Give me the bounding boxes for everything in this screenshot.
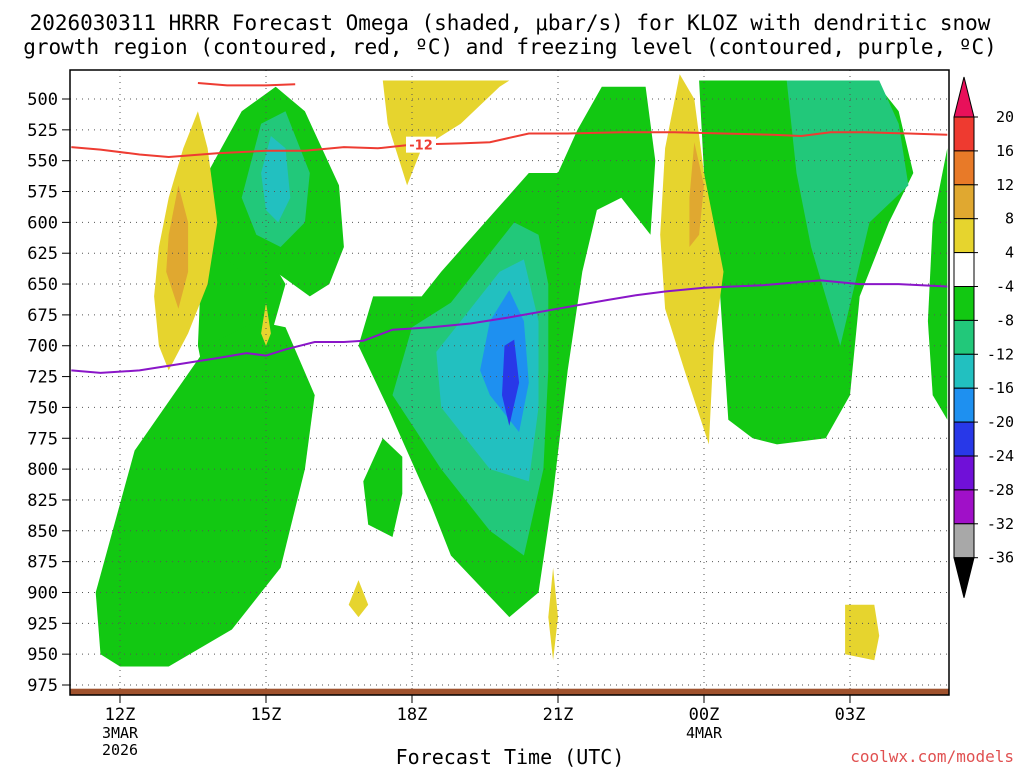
x-tick-label-18Z: 18Z — [397, 705, 428, 725]
colorbar-label-8: -16 — [987, 379, 1014, 397]
omega-positive-region-6 — [660, 74, 724, 445]
dgz-contour-label: -12 — [409, 139, 433, 154]
omega-shading-layer — [95, 74, 948, 667]
omega-region-1 — [95, 321, 315, 667]
colorbar-label-4: 4 — [1005, 244, 1014, 262]
plot-frame — [69, 69, 950, 696]
y-tick-label-800: 800 — [27, 460, 58, 480]
omega-positive-region-7 — [689, 142, 704, 247]
x-tick-label-21Z: 21Z — [543, 705, 574, 725]
x-tick-label-03Z: 03Z — [835, 705, 866, 725]
y-tick-label-650: 650 — [27, 275, 58, 295]
y-tick-label-625: 625 — [27, 244, 58, 264]
y-tick-label-725: 725 — [27, 368, 58, 388]
colorbar-swatch-13 — [953, 523, 975, 559]
omega-positive-region-1 — [166, 185, 189, 309]
grid-lines — [70, 70, 949, 695]
y-tick-label-775: 775 — [27, 429, 58, 449]
y-tick-label-575: 575 — [27, 183, 58, 203]
y-tick-label-550: 550 — [27, 152, 58, 172]
y-tick-label-700: 700 — [27, 337, 58, 357]
omega-positive-region-8 — [845, 604, 880, 661]
dgz-top-contour — [197, 82, 296, 87]
credit-link[interactable]: coolwx.com/models — [850, 747, 1014, 766]
colorbar-swatch-12 — [953, 489, 975, 525]
x-tick-label-15Z: 15Z — [251, 705, 282, 725]
colorbar-label-10: -24 — [987, 447, 1014, 465]
colorbar-top-arrow — [953, 76, 975, 118]
chart-title-line2: growth region (contoured, red, ºC) and f… — [23, 35, 997, 59]
y-tick-label-500: 500 — [27, 90, 58, 110]
y-tick-label-875: 875 — [27, 553, 58, 573]
colorbar-label-13: -36 — [987, 549, 1014, 567]
omega-region-13 — [927, 148, 948, 420]
colorbar-swatch-2 — [953, 150, 975, 186]
omega-region-10 — [502, 339, 520, 426]
y-tick-label-825: 825 — [27, 491, 58, 511]
colorbar-label-1: 16 — [996, 142, 1014, 160]
freezing-level-line — [71, 279, 948, 374]
y-axis-ticks: 500 525 550 575 600 625 650 675 700 725 750 775 800 8… — [27, 90, 70, 696]
y-tick-label-975: 975 — [27, 676, 58, 696]
colorbar-swatch-5 — [953, 252, 975, 288]
dgz-contour-label-bg — [406, 136, 436, 153]
colorbar-label-2: 12 — [996, 176, 1014, 194]
x-tick-date-00Z: 4MAR — [686, 724, 723, 742]
colorbar-swatch-10 — [953, 421, 975, 457]
colorbar-swatch-6 — [953, 286, 975, 321]
colorbar-label-7: -12 — [987, 345, 1014, 363]
x-axis-label: Forecast Time (UTC) — [396, 745, 625, 768]
colorbar-label-6: -8 — [996, 311, 1014, 329]
contour-layer: -12 — [71, 82, 948, 374]
omega-region-5 — [363, 438, 403, 537]
chart-title-line1: 2026030311 HRRR Forecast Omega (shaded, … — [30, 11, 991, 35]
colorbar-swatch-7 — [953, 319, 975, 355]
colorbar-label-3: 8 — [1005, 210, 1014, 228]
x-tick-label-00Z: 00Z — [689, 705, 720, 725]
y-tick-label-900: 900 — [27, 583, 58, 603]
colorbar-label-11: -28 — [987, 481, 1014, 499]
colorbar-swatch-1 — [953, 116, 975, 152]
colorbar-swatch-3 — [953, 184, 975, 220]
colorbar-swatch-8 — [953, 353, 975, 389]
dgz-contour-line — [71, 131, 948, 159]
omega-region-4 — [261, 136, 291, 223]
x-tick-label-12Z: 12Z — [105, 705, 136, 725]
colorbar-swatch-11 — [953, 455, 975, 491]
y-tick-label-750: 750 — [27, 398, 58, 418]
colorbar: 20 16 12 8 4 -4 -8 -12 -16 -20 -24 -28 -32 -36 — [953, 76, 1014, 598]
colorbar-label-9: -20 — [987, 413, 1014, 431]
x-tick-year-12Z: 2026 — [102, 741, 138, 759]
x-tick-date-12Z: 3MAR — [102, 724, 139, 742]
omega-positive-region-5 — [548, 567, 558, 661]
y-tick-label-850: 850 — [27, 522, 58, 542]
omega-positive-region-4 — [348, 580, 369, 618]
colorbar-swatch-4 — [953, 218, 975, 254]
colorbar-bottom-arrow — [953, 557, 975, 598]
omega-positive-region-3 — [382, 80, 510, 186]
omega-positive-region-2 — [261, 302, 271, 346]
colorbar-label-12: -32 — [987, 515, 1014, 533]
terrain-surface — [70, 688, 949, 695]
y-tick-label-675: 675 — [27, 306, 58, 326]
y-tick-label-925: 925 — [27, 614, 58, 634]
y-tick-label-950: 950 — [27, 645, 58, 665]
colorbar-label-0: 20 — [996, 108, 1014, 126]
omega-region-12 — [786, 80, 909, 346]
colorbar-swatch-9 — [953, 387, 975, 423]
y-tick-label-600: 600 — [27, 213, 58, 233]
colorbar-label-5: -4 — [996, 278, 1014, 296]
y-tick-label-525: 525 — [27, 121, 58, 141]
